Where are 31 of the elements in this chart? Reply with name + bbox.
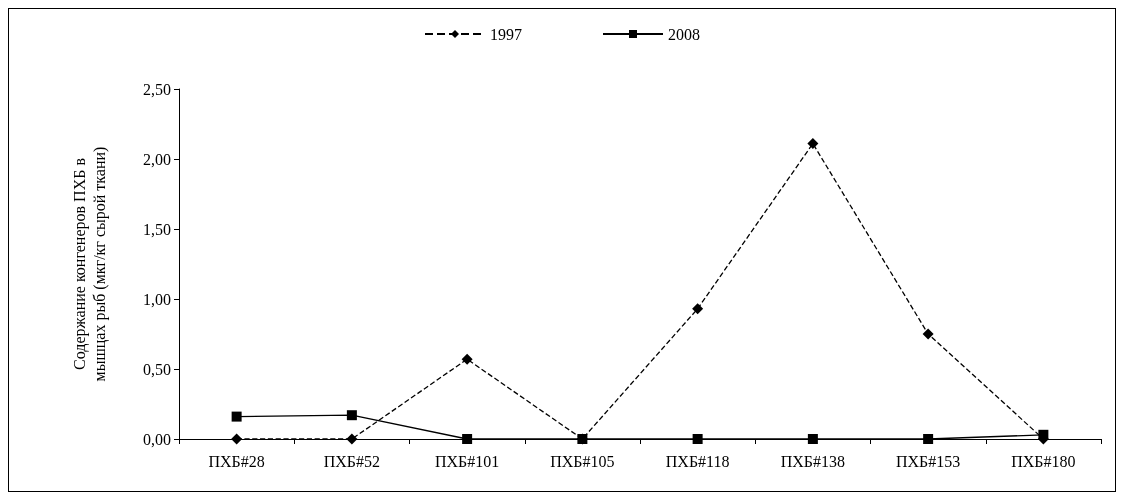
point [231, 433, 243, 445]
legend-label: 1997 [490, 25, 522, 43]
y-tick-label: 2,00 [143, 150, 171, 168]
x-tick-label: ПХБ#153 [895, 452, 961, 470]
point [461, 353, 473, 365]
x-tick-label: ПХБ#105 [550, 452, 615, 470]
point [577, 434, 588, 444]
y-axis-title: Содержание конгенеров ПХБ в мышцах рыб (мкг/кг сырой ткани) [70, 146, 109, 382]
x-tick-label: ПХБ#180 [1011, 452, 1076, 470]
point [692, 303, 704, 315]
x-tick-label: ПХБ#118 [665, 452, 730, 470]
y-tick-label: 1,50 [143, 220, 171, 238]
y-tick-label: 2,50 [143, 80, 171, 98]
x-tick-label: ПХБ#138 [780, 452, 846, 470]
point [692, 434, 703, 444]
point [807, 434, 818, 444]
point [462, 434, 473, 444]
point [1038, 429, 1049, 440]
x-tick-label: ПХБ#28 [208, 452, 265, 470]
y-tick-label: 0,50 [143, 360, 171, 378]
point [923, 434, 934, 444]
point [922, 328, 934, 340]
point [807, 138, 819, 150]
point [346, 433, 358, 445]
x-tick-label: ПХБ#52 [323, 452, 381, 470]
legend-label: 2008 [668, 25, 700, 43]
point [231, 411, 242, 422]
y-tick-label: 0,00 [143, 430, 171, 448]
x-tick-label: ПХБ#101 [434, 452, 500, 470]
point [346, 410, 357, 421]
y-tick-label: 1,00 [143, 290, 171, 308]
